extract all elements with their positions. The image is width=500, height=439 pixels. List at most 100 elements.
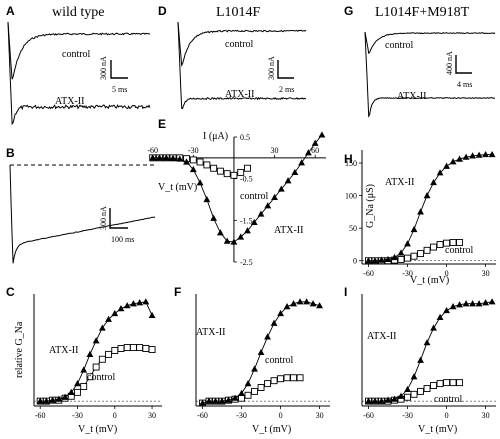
plotH-point-ATX-II bbox=[365, 257, 372, 264]
plotI-point-ATX-II bbox=[462, 300, 470, 307]
e-xtick-label: -60 bbox=[147, 146, 158, 155]
plotF-point-ATX-II bbox=[231, 394, 239, 401]
e-point-ATX-II bbox=[237, 233, 245, 240]
plotI-xtick-label: 0 bbox=[445, 411, 449, 420]
plotH-ytick-label: 150 bbox=[345, 159, 357, 168]
trace-g-control bbox=[364, 31, 496, 55]
plotH-point-ATX-II bbox=[410, 225, 418, 233]
e-point-ATX-II bbox=[149, 154, 157, 161]
plotF-point-ATX-II bbox=[277, 309, 284, 317]
plotC-xtick-label: 0 bbox=[113, 411, 117, 420]
plotF-point-control bbox=[290, 374, 298, 382]
plotF-point-ATX-II bbox=[199, 399, 206, 406]
e-point-ATX-II bbox=[257, 210, 265, 217]
trace-d-atx bbox=[177, 21, 307, 110]
trace-b bbox=[9, 164, 156, 264]
scalebar-b-x: 100 ms bbox=[111, 235, 134, 244]
plotH-point-control bbox=[449, 239, 457, 246]
plotH-ytick-label: 50 bbox=[349, 224, 357, 233]
panel-g: G L1014F+M918T control ATX-II 400 nA 4 m… bbox=[344, 4, 496, 118]
plotI-point-ATX-II bbox=[436, 313, 444, 320]
plotH-xtick-label: 30 bbox=[482, 269, 490, 278]
e-point-ATX-II bbox=[311, 139, 319, 146]
plotF-point-ATX-II bbox=[212, 397, 219, 404]
plotI-point-ATX-II bbox=[365, 397, 372, 404]
scalebar-g bbox=[455, 55, 472, 74]
plotH-ytick-label: 0 bbox=[353, 257, 357, 266]
panel-b-letter: B bbox=[6, 146, 15, 160]
e-point-control bbox=[230, 171, 238, 179]
plotF-xtick-label: -60 bbox=[197, 411, 208, 420]
plotH-point-ATX-II bbox=[371, 257, 379, 264]
trace-a-atx bbox=[7, 21, 151, 126]
panel-a: A wild type control ATX-II 300 nA 5 ms bbox=[6, 4, 151, 126]
plotF-point-ATX-II bbox=[309, 300, 317, 307]
plotI-xtick-label: -60 bbox=[363, 411, 374, 420]
plotC-point-ATX-II bbox=[74, 380, 81, 387]
label-e-control: control bbox=[240, 191, 269, 202]
plotC-point-ATX-II bbox=[43, 397, 50, 404]
plotH-point-control bbox=[430, 243, 438, 251]
plotC-point-ATX-II bbox=[142, 298, 150, 305]
plotC-point-ATX-II bbox=[117, 305, 125, 312]
plotH-point-ATX-II bbox=[443, 162, 450, 169]
panel-h-letter: H bbox=[344, 152, 353, 166]
panel-a-title: wild type bbox=[52, 5, 105, 20]
plotH-point-control bbox=[417, 250, 424, 258]
e-point-control bbox=[210, 164, 218, 172]
label-c-atx: ATX-II bbox=[49, 345, 78, 356]
panel-h: H -60 -30 0 30 0 50 100 150 G_Na (μS) ATX-II co… bbox=[344, 150, 496, 286]
panel-a-letter: A bbox=[6, 4, 15, 18]
plotI-point-control bbox=[430, 382, 438, 389]
e-point-control bbox=[203, 161, 211, 169]
plotH-ytick-label: 100 bbox=[345, 192, 357, 201]
panel-g-title: L1014F+M918T bbox=[375, 5, 470, 20]
label-f-control: control bbox=[265, 355, 294, 366]
plotF-point-ATX-II bbox=[264, 333, 271, 340]
label-a-atx: ATX-II bbox=[55, 96, 84, 107]
label-i-atx: ATX-II bbox=[367, 331, 396, 342]
plotI-point-ATX-II bbox=[417, 356, 424, 363]
plotI-point-ATX-II bbox=[488, 298, 496, 305]
trace-d-control bbox=[177, 21, 307, 68]
plotH-point-ATX-II bbox=[456, 155, 463, 162]
trace-g-atx bbox=[364, 31, 496, 118]
plotC-point-ATX-II bbox=[92, 337, 100, 344]
plotC-point-control bbox=[123, 344, 131, 352]
plotI-point-ATX-II bbox=[371, 397, 379, 404]
e-point-ATX-II bbox=[162, 154, 170, 161]
label-g-control: control bbox=[385, 40, 414, 51]
xlabel-i: V_t (mV) bbox=[418, 424, 457, 435]
plotH-point-control bbox=[436, 241, 444, 248]
e-ytick-label: -0.5 bbox=[240, 175, 253, 184]
plotC-point-ATX-II bbox=[49, 396, 57, 403]
label-f-atx: ATX-II bbox=[196, 327, 225, 338]
plotC-point-control bbox=[86, 373, 94, 381]
panel-f-letter: F bbox=[174, 285, 181, 299]
plotF-point-ATX-II bbox=[270, 319, 278, 326]
e-point-ATX-II bbox=[250, 218, 258, 226]
plotI-point-ATX-II bbox=[482, 299, 489, 306]
e-point-ATX-II bbox=[305, 149, 312, 156]
scalebar-a-y: 300 nA bbox=[99, 56, 108, 80]
plotI-point-control bbox=[449, 379, 457, 387]
e-point-ATX-II bbox=[244, 227, 251, 234]
plotI-point-ATX-II bbox=[449, 303, 457, 310]
plotI-point-control bbox=[417, 387, 424, 395]
plotH-point-ATX-II bbox=[384, 255, 392, 263]
plotF-xtick-label: 30 bbox=[316, 411, 324, 420]
plotH-point-ATX-II bbox=[417, 208, 424, 215]
plotH-point-ATX-II bbox=[430, 178, 437, 186]
plotI-point-control bbox=[423, 385, 431, 392]
panel-e-letter: E bbox=[158, 117, 166, 131]
label-h-control: control bbox=[445, 245, 474, 256]
panel-g-letter: G bbox=[344, 4, 353, 18]
e-point-ATX-II bbox=[284, 177, 292, 184]
plotF-point-ATX-II bbox=[238, 389, 245, 396]
plotH-xtick-label: -30 bbox=[402, 269, 413, 278]
plotF-point-ATX-II bbox=[283, 303, 291, 310]
e-point-ATX-II bbox=[223, 237, 231, 244]
panel-e: E -60 -30 30 60 0.5 -0.5 -1.5 -2.5 I (μA) V_t (… bbox=[147, 117, 326, 267]
e-point-ATX-II bbox=[217, 229, 224, 236]
